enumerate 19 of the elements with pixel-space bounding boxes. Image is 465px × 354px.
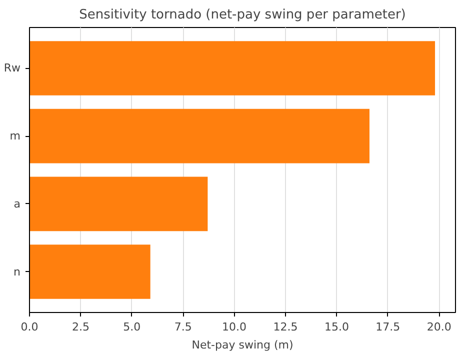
x-tick-label: 2.5 (72, 320, 90, 334)
bar (30, 108, 370, 164)
x-tick-label: 5.0 (123, 320, 141, 334)
x-tick-label: 10.0 (222, 320, 247, 334)
x-tick-label: 0.0 (20, 320, 38, 334)
x-tick-label: 15.0 (324, 320, 349, 334)
x-axis-title: Net-pay swing (m) (192, 338, 294, 352)
y-tick-label: Rw (4, 62, 21, 75)
y-tick-label: n (14, 265, 21, 278)
x-tick-label: 12.5 (273, 320, 298, 334)
x-tick-label: 7.5 (174, 320, 192, 334)
x-tick-label: 17.5 (376, 320, 400, 334)
y-tick-label: a (14, 197, 21, 210)
chart-title: Sensitivity tornado (net-pay swing per parameter) (79, 8, 406, 22)
bar (30, 244, 150, 299)
x-tick-label: 20.0 (426, 320, 452, 334)
bar (30, 176, 208, 232)
y-tick-label: m (10, 130, 21, 143)
bar (30, 41, 436, 96)
